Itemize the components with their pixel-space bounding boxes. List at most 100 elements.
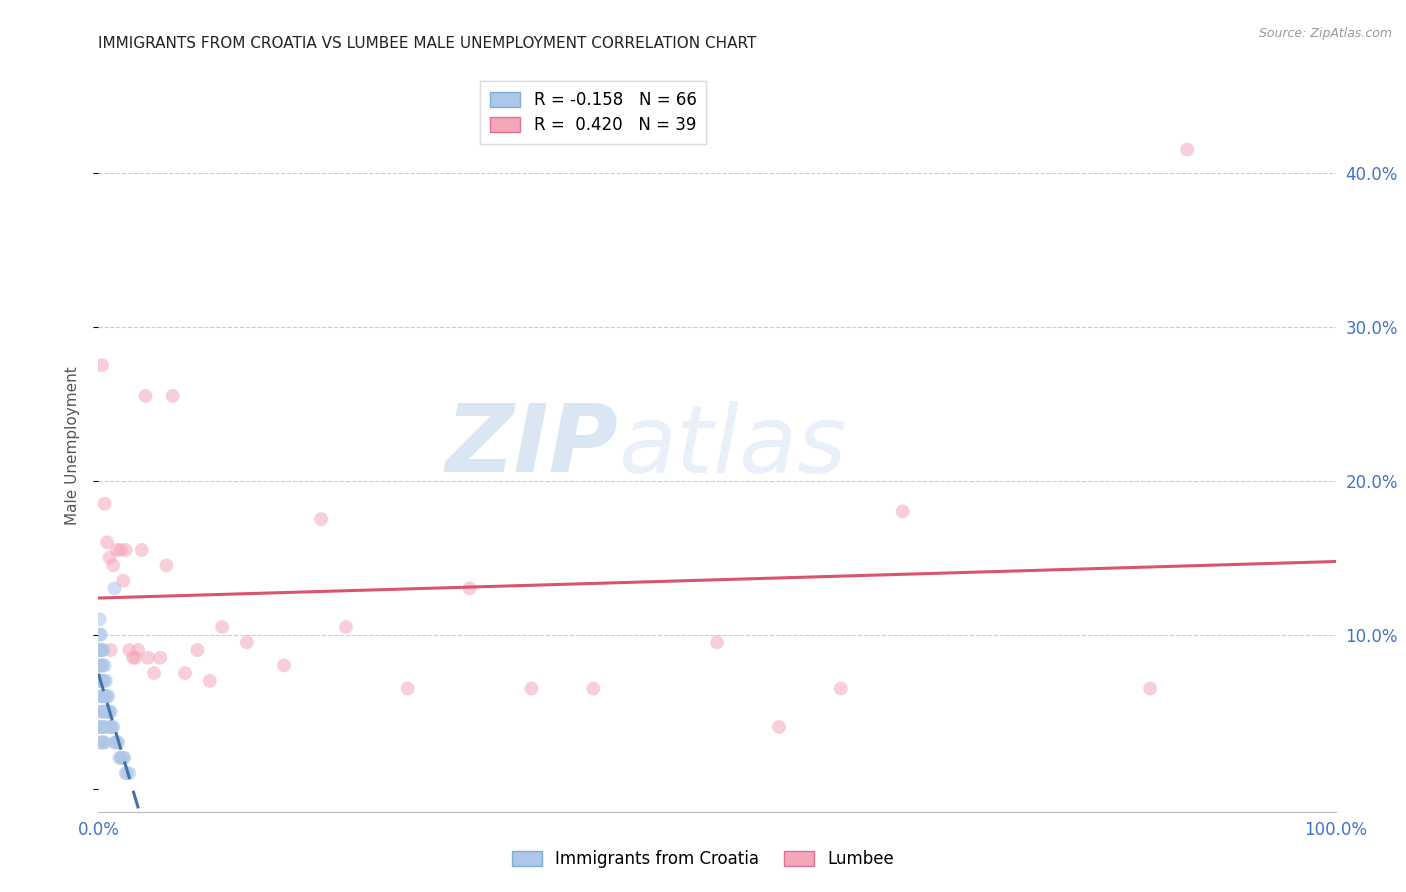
Point xyxy=(103,735,125,749)
Point xyxy=(706,635,728,649)
Point xyxy=(891,504,914,518)
Point xyxy=(582,681,605,696)
Point xyxy=(96,705,118,719)
Point xyxy=(458,582,481,596)
Point xyxy=(108,751,131,765)
Point xyxy=(162,389,184,403)
Point xyxy=(101,720,124,734)
Point xyxy=(91,358,114,372)
Point xyxy=(94,690,117,704)
Point xyxy=(89,627,111,641)
Point xyxy=(91,673,114,688)
Point xyxy=(118,766,141,780)
Point xyxy=(93,735,115,749)
Point xyxy=(131,543,153,558)
Point xyxy=(103,720,125,734)
Point xyxy=(100,705,122,719)
Point xyxy=(107,735,129,749)
Point xyxy=(1175,143,1198,157)
Point xyxy=(103,582,125,596)
Point xyxy=(90,658,112,673)
Point xyxy=(90,673,112,688)
Point xyxy=(105,735,128,749)
Point xyxy=(89,658,111,673)
Point xyxy=(89,643,111,657)
Legend: Immigrants from Croatia, Lumbee: Immigrants from Croatia, Lumbee xyxy=(505,844,901,875)
Point xyxy=(115,766,138,780)
Point xyxy=(114,543,136,558)
Point xyxy=(830,681,852,696)
Point xyxy=(91,658,114,673)
Point xyxy=(90,735,112,749)
Text: atlas: atlas xyxy=(619,401,846,491)
Point xyxy=(89,673,111,688)
Point xyxy=(89,720,111,734)
Point xyxy=(122,650,145,665)
Legend: R = -0.158   N = 66, R =  0.420   N = 39: R = -0.158 N = 66, R = 0.420 N = 39 xyxy=(481,81,706,144)
Point xyxy=(149,650,172,665)
Point xyxy=(94,705,117,719)
Text: Source: ZipAtlas.com: Source: ZipAtlas.com xyxy=(1258,27,1392,40)
Point xyxy=(91,643,114,657)
Point xyxy=(96,535,118,549)
Point xyxy=(93,720,115,734)
Point xyxy=(110,751,132,765)
Point xyxy=(93,658,115,673)
Point xyxy=(396,681,419,696)
Point xyxy=(273,658,295,673)
Point xyxy=(90,690,112,704)
Point xyxy=(127,643,149,657)
Point xyxy=(98,705,121,719)
Point xyxy=(136,650,159,665)
Point xyxy=(104,735,127,749)
Point xyxy=(91,690,114,704)
Point xyxy=(100,643,122,657)
Point xyxy=(93,673,115,688)
Point xyxy=(93,497,115,511)
Point xyxy=(155,558,177,573)
Point xyxy=(90,673,112,688)
Point xyxy=(89,612,111,626)
Point xyxy=(93,690,115,704)
Point xyxy=(103,558,125,573)
Point xyxy=(89,643,111,657)
Point xyxy=(96,690,118,704)
Point xyxy=(236,635,259,649)
Point xyxy=(93,705,115,719)
Point xyxy=(91,720,114,734)
Point xyxy=(90,627,112,641)
Point xyxy=(124,650,146,665)
Point xyxy=(198,673,221,688)
Point xyxy=(89,705,111,719)
Point xyxy=(110,543,132,558)
Y-axis label: Male Unemployment: Male Unemployment xyxy=(65,367,80,525)
Point xyxy=(90,643,112,657)
Point xyxy=(89,673,111,688)
Point xyxy=(93,690,115,704)
Point xyxy=(91,690,114,704)
Point xyxy=(118,643,141,657)
Point xyxy=(112,751,135,765)
Point xyxy=(93,705,115,719)
Point xyxy=(186,643,208,657)
Point xyxy=(94,673,117,688)
Point xyxy=(90,658,112,673)
Point xyxy=(143,666,166,681)
Point xyxy=(97,705,120,719)
Point xyxy=(114,766,136,780)
Point xyxy=(97,690,120,704)
Point xyxy=(98,550,121,565)
Point xyxy=(98,720,121,734)
Point xyxy=(134,389,156,403)
Point xyxy=(520,681,543,696)
Point xyxy=(335,620,357,634)
Point xyxy=(309,512,332,526)
Point xyxy=(93,673,115,688)
Point xyxy=(90,720,112,734)
Point xyxy=(112,751,135,765)
Point xyxy=(768,720,790,734)
Point xyxy=(91,705,114,719)
Point xyxy=(105,543,128,558)
Point xyxy=(211,620,233,634)
Point xyxy=(1139,681,1161,696)
